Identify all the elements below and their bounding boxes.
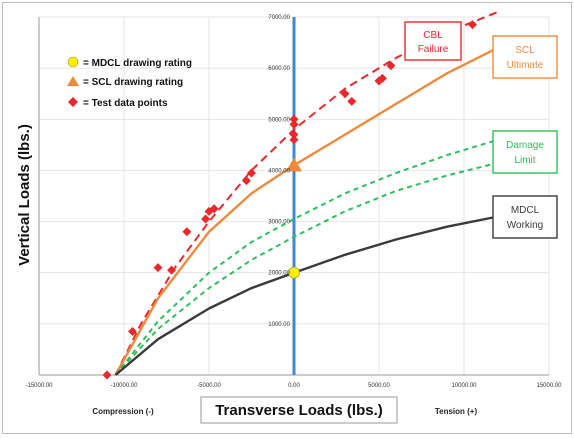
mdcl-rating-point bbox=[288, 266, 300, 279]
test-data-point bbox=[153, 263, 163, 273]
x-axis-title: Transverse Loads (lbs.) bbox=[215, 402, 383, 419]
scl-rating-point bbox=[286, 157, 302, 172]
y-tick-label: 6000.00 bbox=[268, 66, 290, 72]
callout-cbl-line1: CBL bbox=[423, 30, 443, 41]
callout-scl-ultimate: SCL Ultimate bbox=[492, 35, 558, 79]
points-layer bbox=[102, 20, 477, 380]
chart-frame: -15000.00 -10000.00 -5000.00 0.00 5000.00 100… bbox=[2, 2, 572, 434]
test-data-point bbox=[247, 168, 256, 178]
test-data-point bbox=[289, 114, 299, 124]
curve-damage-limit-upper bbox=[114, 138, 499, 376]
test-data-point bbox=[201, 214, 211, 224]
y-tick-label: 3000.00 bbox=[268, 220, 290, 226]
curve-mdcl-working bbox=[114, 215, 499, 376]
x-tick-label: -5000.00 bbox=[197, 383, 221, 389]
callout-scl-box bbox=[492, 35, 558, 79]
callout-mdcl-line2: Working bbox=[507, 220, 544, 231]
callout-scl-line1: SCL bbox=[515, 45, 535, 56]
y-tick-label: 7000.00 bbox=[268, 15, 290, 21]
y-tick-label: 5000.00 bbox=[268, 117, 290, 123]
test-data-point bbox=[241, 176, 251, 186]
x-tick-label: 10000.00 bbox=[451, 383, 477, 389]
test-data-point bbox=[167, 265, 177, 275]
test-data-point bbox=[289, 130, 299, 140]
test-data-point bbox=[289, 135, 299, 145]
test-data-point bbox=[386, 61, 396, 71]
x-tick-label: 5000.00 bbox=[368, 383, 390, 389]
tension-label: Tension (+) bbox=[435, 407, 478, 416]
x-tick-label: -15000.00 bbox=[25, 383, 53, 389]
test-data-point bbox=[468, 20, 477, 30]
test-data-point bbox=[347, 96, 357, 106]
callout-cbl-failure: CBL Failure bbox=[404, 21, 462, 61]
callout-mdcl-working: MDCL Working bbox=[492, 195, 558, 239]
callout-damage-box bbox=[492, 130, 558, 174]
tick-layer: -15000.00 -10000.00 -5000.00 0.00 5000.00 100… bbox=[25, 15, 562, 389]
legend-test-label: = Test data points bbox=[83, 98, 168, 109]
callout-cbl-line2: Failure bbox=[418, 44, 449, 55]
callout-damage-line2: Limit bbox=[514, 155, 535, 166]
test-data-point bbox=[128, 327, 137, 337]
callout-mdcl-line1: MDCL bbox=[511, 205, 540, 216]
grid-layer bbox=[38, 16, 550, 376]
legend-mdcl-marker bbox=[67, 56, 79, 68]
legend-test-marker bbox=[68, 97, 78, 107]
test-data-point bbox=[102, 370, 112, 380]
y-axis-title: Vertical Loads (lbs.) bbox=[16, 124, 33, 266]
callout-scl-line2: Ultimate bbox=[507, 60, 544, 71]
curve-damage-limit-lower bbox=[114, 161, 499, 376]
test-data-point bbox=[209, 204, 219, 214]
compression-label: Compression (-) bbox=[92, 407, 154, 416]
callout-cbl-box bbox=[404, 21, 462, 61]
y-tick-label: 1000.00 bbox=[268, 322, 290, 328]
x-tick-label: 15000.00 bbox=[536, 383, 562, 389]
legend-scl-marker bbox=[67, 76, 79, 86]
x-tick-label: -10000.00 bbox=[110, 383, 138, 389]
callout-mdcl-box bbox=[492, 195, 558, 239]
test-data-point bbox=[377, 73, 387, 83]
legend: = MDCL drawing rating = SCL drawing rati… bbox=[67, 56, 192, 109]
load-chart: -15000.00 -10000.00 -5000.00 0.00 5000.00 100… bbox=[16, 10, 562, 424]
legend-scl-label: = SCL drawing rating bbox=[83, 77, 183, 88]
y-tick-label: 2000.00 bbox=[268, 271, 290, 277]
callout-damage-limit: Damage Limit bbox=[492, 130, 558, 174]
test-data-point bbox=[340, 89, 350, 99]
test-data-point bbox=[289, 119, 299, 129]
callout-damage-line1: Damage bbox=[506, 140, 544, 151]
x-axis-title-box bbox=[200, 396, 398, 424]
x-tick-label: 0.00 bbox=[288, 383, 300, 389]
test-data-point bbox=[182, 227, 192, 237]
legend-mdcl-label: = MDCL drawing rating bbox=[83, 58, 192, 69]
curve-scl-ultimate bbox=[114, 46, 499, 376]
y-tick-label: 4000.00 bbox=[268, 168, 290, 174]
